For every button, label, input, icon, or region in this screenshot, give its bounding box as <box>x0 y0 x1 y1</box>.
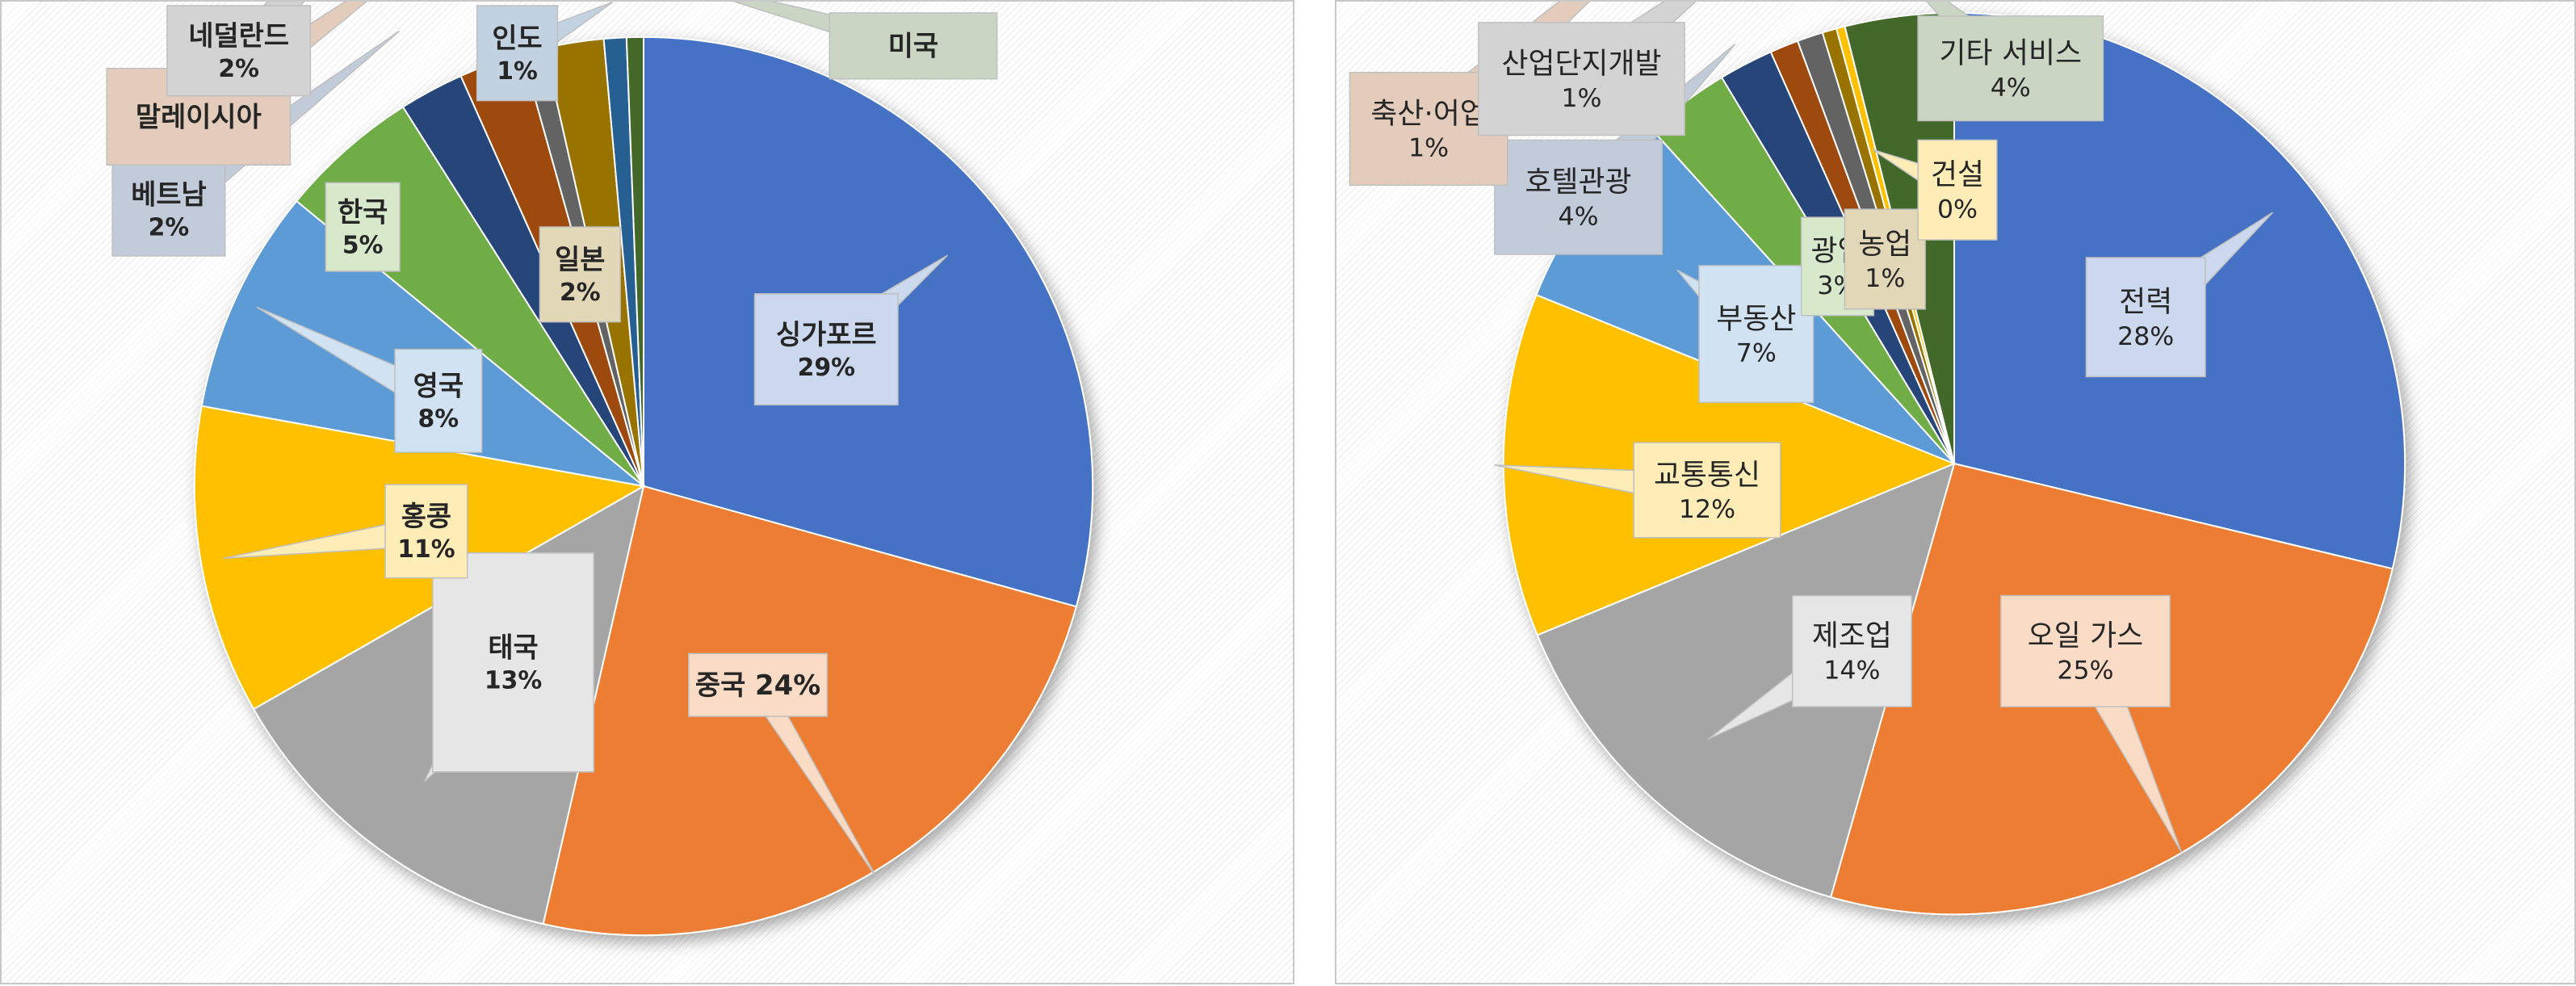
slice-percent: 2% <box>218 55 259 83</box>
slice-label: 일본 <box>555 244 605 275</box>
slice-label: 농업 <box>1858 228 1911 261</box>
callout-10: 농업 1% <box>1844 208 1926 310</box>
callout-4: 홍콩 11% <box>223 484 468 579</box>
slice-label: 산업단지개발 <box>1502 48 1662 81</box>
callout-box-fill <box>1479 23 1684 135</box>
callout-box-fill <box>2001 596 2170 707</box>
pie-slices <box>193 36 1094 937</box>
callout-box-fill <box>1793 596 1911 707</box>
slice-label: 싱가포르 <box>776 319 877 350</box>
callout-5: 영국 8% <box>256 306 483 453</box>
slice-percent: 7% <box>1736 339 1777 368</box>
callout-11: 건설 0% <box>1872 139 1998 241</box>
slice-label: 부동산 <box>1716 302 1796 335</box>
callout-box-fill <box>755 294 897 405</box>
slice-percent: 4% <box>1991 73 2031 103</box>
callout-box-fill <box>477 6 557 100</box>
callout-box-fill <box>433 553 594 771</box>
right-chart-panel: 전력 28% 오일 가스 25% 제조업 14% 교통통신 12% 부동산 7% 광업 3% 호텔관광 4… <box>1335 0 2576 984</box>
callout-box-fill <box>1700 266 1813 402</box>
slice-percent: 25% <box>2057 656 2113 685</box>
callout-10: 일본 2% <box>539 226 621 323</box>
callout-box-fill <box>1634 443 1780 537</box>
callout-box-fill <box>1845 210 1925 308</box>
slice-label: 오일 가스 <box>2028 619 2143 652</box>
callout-9: 네덜란드 2% <box>166 2 312 97</box>
slice-percent: 5% <box>342 231 384 259</box>
callout-3: 제조업 14% <box>1707 594 1912 741</box>
slice-percent: 13% <box>485 667 542 695</box>
callout-box-fill <box>830 13 996 78</box>
slice-label: 인도 <box>492 23 542 54</box>
slice-label: 교통통신 <box>1654 459 1760 492</box>
callout-box-fill <box>113 163 224 255</box>
callout-box-fill <box>1919 16 2103 120</box>
slice-percent: 2% <box>149 213 190 241</box>
callout-box-fill <box>1919 141 1996 240</box>
callout-12: 미국 <box>732 2 998 80</box>
slice-label: 말레이시아 <box>136 101 262 132</box>
slice-percent: 29% <box>798 354 855 382</box>
callout-11: 인도 1% <box>476 2 614 102</box>
callout-box-fill <box>540 228 620 321</box>
pie-slice-12 <box>625 36 645 487</box>
callout-5: 부동산 7% <box>1676 265 1815 404</box>
slice-percent: 2% <box>560 279 601 307</box>
callout-2: 중국 24% <box>688 652 879 880</box>
slice-label: 네덜란드 <box>188 20 289 52</box>
callout-4: 교통통신 12% <box>1494 442 1781 539</box>
callout-box-fill <box>386 485 467 577</box>
callout-1: 싱가포르 29% <box>753 254 949 406</box>
slice-percent: 1% <box>1865 264 1905 293</box>
slice-label: 영국 <box>413 371 464 402</box>
callout-6: 한국 5% <box>325 182 401 272</box>
callout-2: 오일 가스 25% <box>2000 594 2183 854</box>
slice-label: 홍콩 <box>401 501 451 532</box>
callout-9: 산업단지개발 1% <box>1478 2 1697 136</box>
left-pie-chart: 싱가포르 29% 중국 24% 태국 13% 홍콩 11% 영국 8% 한국 5% 베트남 2% 말레이시… <box>106 2 1094 937</box>
slice-percent: 12% <box>1679 495 1735 524</box>
slice-percent: 1% <box>497 57 538 86</box>
slice-percent: 1% <box>1561 84 1601 113</box>
slice-label: 전력 <box>2119 286 2172 319</box>
callout-box-fill <box>2087 258 2205 376</box>
slice-label: 태국 <box>488 632 538 664</box>
callout-box-fill <box>167 6 310 95</box>
callout-box-fill <box>1495 141 1662 254</box>
slice-percent: 14% <box>1823 656 1880 685</box>
slice-label: 축산·어업 <box>1370 97 1486 130</box>
left-chart-panel: 싱가포르 29% 중국 24% 태국 13% 홍콩 11% 영국 8% 한국 5% 베트남 2% 말레이시… <box>0 0 1294 984</box>
slice-percent: 11% <box>397 535 455 564</box>
slice-label: 건설 <box>1931 158 1984 191</box>
callout-3: 태국 13% <box>423 552 594 783</box>
slice-percent: 0% <box>1937 195 1978 224</box>
slice-label: 미국 <box>888 31 938 62</box>
slice-percent: 4% <box>1558 202 1598 231</box>
slice-label: 중국 24% <box>695 669 820 701</box>
callout-box-fill <box>326 183 400 271</box>
callout-1: 전력 28% <box>2085 212 2274 378</box>
slice-label: 한국 <box>338 196 388 228</box>
slice-percent: 1% <box>1408 134 1449 163</box>
slice-label: 제조업 <box>1812 619 1892 652</box>
slice-percent: 8% <box>418 405 459 434</box>
callout-box-fill <box>689 654 827 716</box>
pie-slice-3 <box>1536 462 1956 899</box>
slice-label: 호텔관광 <box>1525 166 1632 199</box>
slice-label: 베트남 <box>131 178 207 210</box>
data-label-callouts: 싱가포르 29% 중국 24% 태국 13% 홍콩 11% 영국 8% 한국 5% 베트남 2% 말레이시… <box>106 2 998 880</box>
pie-slice-5 <box>200 199 647 488</box>
callout-box-fill <box>396 350 481 452</box>
slice-percent: 28% <box>2117 322 2174 351</box>
slice-label: 기타 서비스 <box>1940 37 2082 70</box>
